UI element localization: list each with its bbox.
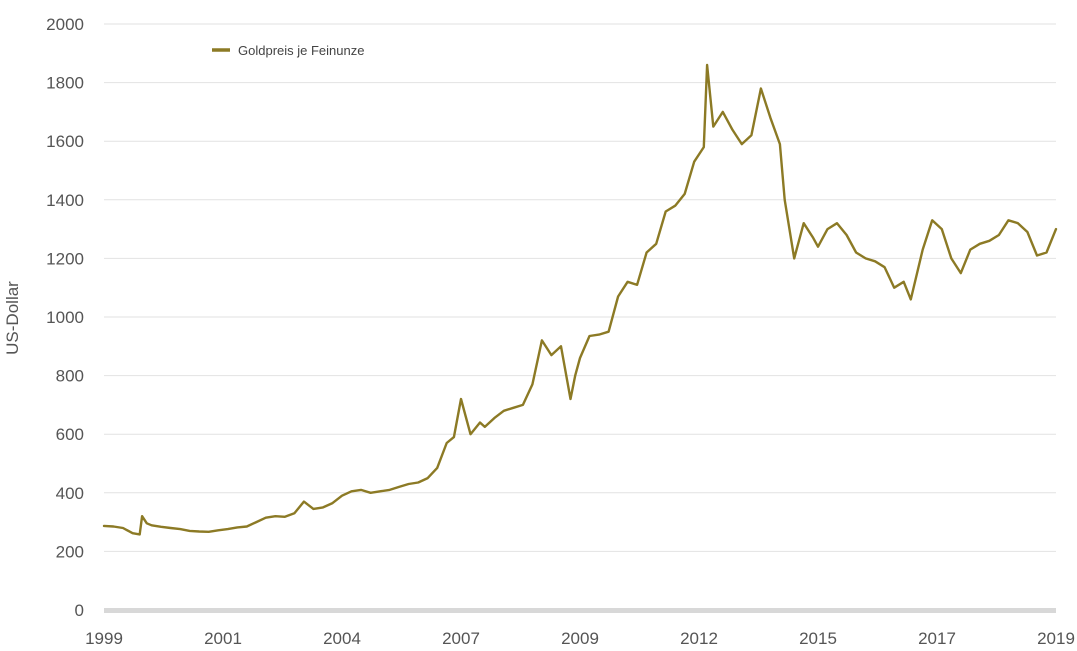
y-tick-label: 1200 <box>46 249 84 268</box>
y-tick-label: 1400 <box>46 191 84 210</box>
y-tick-label: 400 <box>56 484 84 503</box>
y-tick-label: 2000 <box>46 15 84 34</box>
series-line <box>102 63 1058 536</box>
legend: Goldpreis je Feinunze <box>212 43 364 58</box>
x-tick-label: 1999 <box>85 629 123 648</box>
y-tick-label: 1800 <box>46 74 84 93</box>
x-tick-label: 2007 <box>442 629 480 648</box>
y-tick-label: 200 <box>56 542 84 561</box>
x-axis-baseline <box>104 608 1056 613</box>
grid-lines <box>104 23 1056 552</box>
x-tick-label: 2012 <box>680 629 718 648</box>
y-axis-tick-labels: 0 200 400 600 800 1000 1200 1400 1600 1800 2000 <box>46 15 84 620</box>
x-tick-label: 2017 <box>918 629 956 648</box>
x-tick-label: 2015 <box>799 629 837 648</box>
y-tick-label: 800 <box>56 367 84 386</box>
y-tick-label: 600 <box>56 425 84 444</box>
legend-label: Goldpreis je Feinunze <box>238 43 364 58</box>
x-tick-label: 2009 <box>561 629 599 648</box>
y-tick-label: 1600 <box>46 132 84 151</box>
x-tick-label: 2019 <box>1037 629 1075 648</box>
x-tick-label: 2004 <box>323 629 361 648</box>
y-tick-label: 1000 <box>46 308 84 327</box>
series-layer <box>102 63 1058 536</box>
x-axis-tick-labels: 1999 2001 2004 2007 2009 2012 2015 2017 2019 <box>85 629 1075 648</box>
y-tick-label: 0 <box>75 601 84 620</box>
y-axis-title: US-Dollar <box>3 281 22 355</box>
x-tick-label: 2001 <box>204 629 242 648</box>
